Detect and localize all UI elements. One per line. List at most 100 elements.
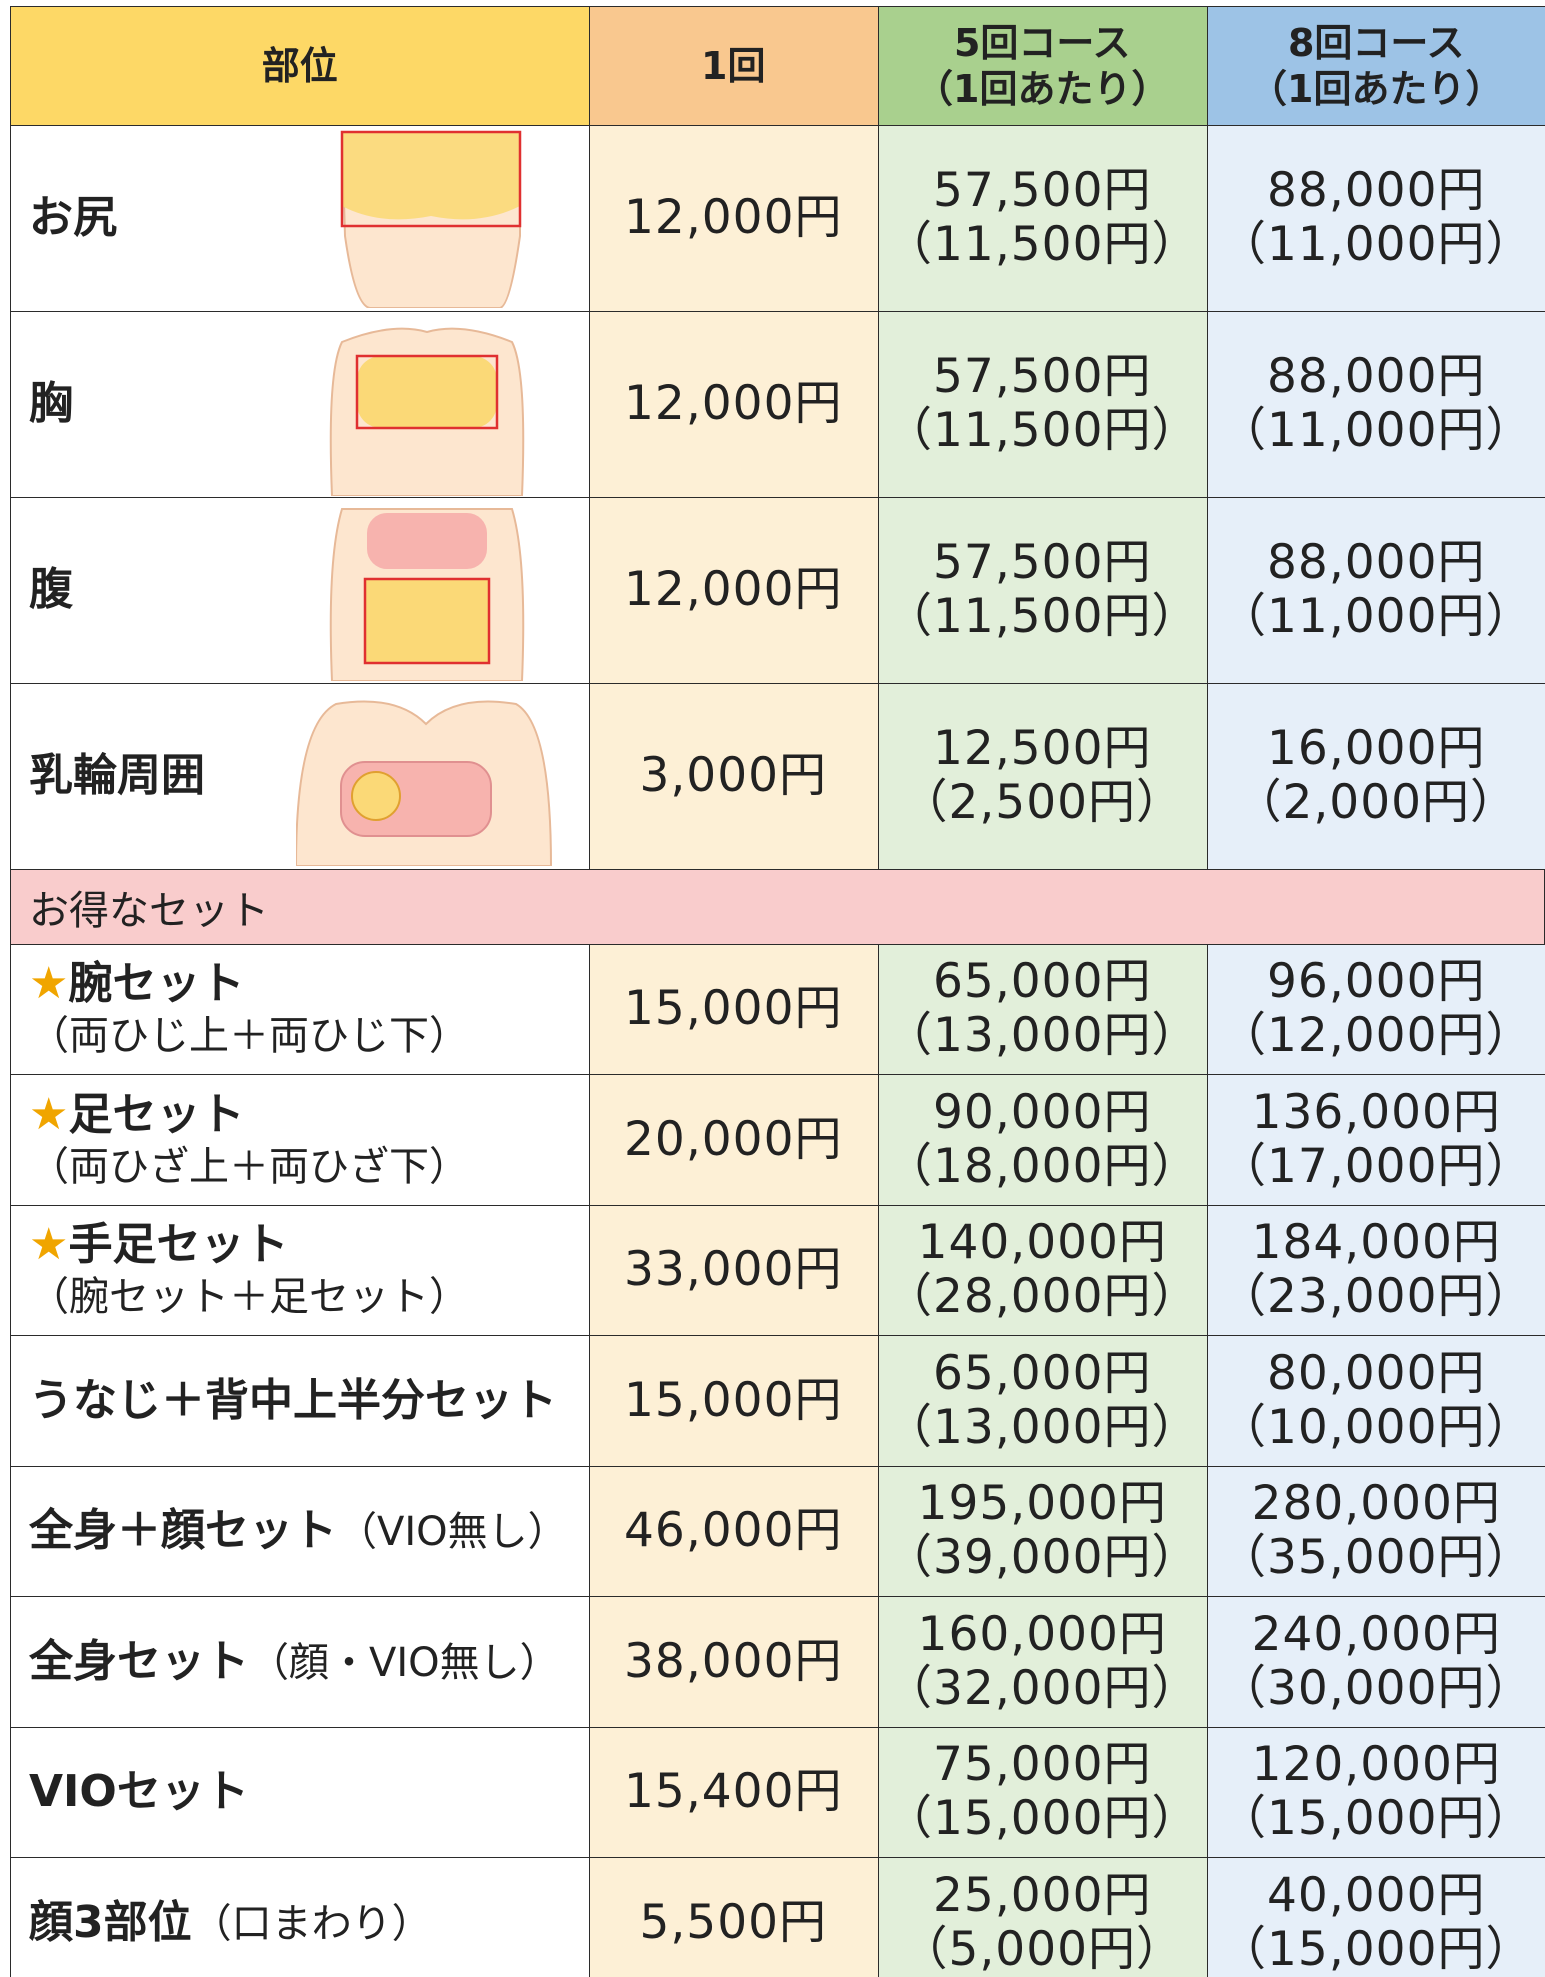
price-single: 12,000円 bbox=[624, 561, 843, 617]
price-course: （2,000円） bbox=[1234, 774, 1519, 830]
illustration-areola bbox=[296, 700, 553, 866]
table-cell: 1回 bbox=[588, 6, 879, 126]
set-sub: （両ひじ上＋両ひじ下） bbox=[29, 1013, 469, 1059]
price-course: （10,000円） bbox=[1219, 1399, 1534, 1455]
illustration-belly bbox=[329, 508, 525, 681]
set-title: 顔3部位 bbox=[29, 1896, 192, 1948]
price-course: 140,000円 bbox=[917, 1215, 1167, 1270]
price-course: （11,500円） bbox=[885, 216, 1200, 272]
set-title: 足セット bbox=[68, 1088, 245, 1140]
table-cell: VIOセット bbox=[10, 1726, 590, 1858]
price-course: （13,000円） bbox=[885, 1008, 1200, 1063]
set-name: VIOセット bbox=[29, 1765, 249, 1819]
table-cell: 88,000円 （11,000円） bbox=[1206, 496, 1545, 684]
star: ★ bbox=[29, 958, 69, 1009]
price-single: 3,000円 bbox=[639, 747, 828, 803]
table-cell: 136,000円 （17,000円） bbox=[1206, 1073, 1545, 1206]
set-sub: （顔・VIO無し） bbox=[249, 1639, 560, 1686]
table-cell: 部位 bbox=[10, 6, 590, 126]
table-cell: 12,000円 bbox=[588, 496, 879, 684]
price-course: （2,500円） bbox=[900, 774, 1185, 830]
table-cell: 280,000円 （35,000円） bbox=[1206, 1465, 1545, 1597]
set-name: ★足セット bbox=[29, 1088, 244, 1142]
price-course: 96,000円 bbox=[1267, 954, 1486, 1009]
set-name: うなじ＋背中上半分セット bbox=[29, 1374, 557, 1428]
price-course: （15,000円） bbox=[1219, 1791, 1534, 1846]
table-cell: ★腕セット （両ひじ上＋両ひじ下） bbox=[10, 943, 590, 1075]
table-cell: 15,000円 bbox=[588, 1334, 879, 1467]
table-cell: 全身＋顔セット（VIO無し） bbox=[10, 1465, 590, 1597]
price-course: 136,000円 bbox=[1251, 1084, 1501, 1140]
table-cell: 240,000円 （30,000円） bbox=[1206, 1595, 1545, 1728]
price-course: （11,500円） bbox=[885, 402, 1200, 458]
price-course: （11,000円） bbox=[1219, 216, 1534, 272]
table-cell: 12,000円 bbox=[588, 310, 879, 498]
set-name: 顔3部位（口まわり） bbox=[29, 1896, 432, 1950]
price-course: 80,000円 bbox=[1267, 1345, 1486, 1401]
table-cell: 88,000円 （11,000円） bbox=[1206, 310, 1545, 498]
table-cell: 15,400円 bbox=[588, 1726, 879, 1858]
price-course: 240,000円 bbox=[1251, 1606, 1501, 1662]
price-course: （5,000円） bbox=[900, 1921, 1185, 1977]
set-sub: （VIO無し） bbox=[337, 1509, 568, 1555]
price-course: 57,500円 bbox=[933, 534, 1152, 590]
table-cell: 20,000円 bbox=[588, 1073, 879, 1206]
table-cell: 90,000円 （18,000円） bbox=[877, 1073, 1208, 1206]
price-course: （32,000円） bbox=[885, 1660, 1200, 1716]
price-course: （28,000円） bbox=[885, 1269, 1200, 1324]
price-course: （12,000円） bbox=[1219, 1008, 1534, 1063]
set-name: ★手足セット bbox=[29, 1218, 288, 1272]
price-single: 5,500円 bbox=[639, 1894, 828, 1950]
set-title: 全身＋顔セット bbox=[29, 1505, 337, 1556]
price-course: （11,000円） bbox=[1219, 402, 1534, 458]
price-course: 40,000円 bbox=[1267, 1867, 1486, 1923]
set-sub: （腕セット＋足セット） bbox=[29, 1274, 469, 1320]
set-title: 手足セット bbox=[68, 1219, 289, 1270]
table-cell: 75,000円 （15,000円） bbox=[877, 1726, 1208, 1858]
price-course: （11,500円） bbox=[885, 588, 1200, 644]
price-course: 57,500円 bbox=[933, 162, 1152, 218]
header-text: （1回あたり） bbox=[1249, 66, 1504, 111]
part-name: 乳輪周囲 bbox=[29, 749, 205, 801]
price-course: 65,000円 bbox=[933, 1345, 1152, 1401]
table-cell: 3,000円 bbox=[588, 682, 879, 870]
price-course: 88,000円 bbox=[1267, 348, 1486, 404]
set-sub: （両ひざ上＋両ひざ下） bbox=[29, 1143, 469, 1190]
section-row: お得なセット bbox=[10, 868, 1545, 945]
table-cell: 38,000円 bbox=[588, 1595, 879, 1728]
price-course: （13,000円） bbox=[885, 1399, 1200, 1455]
price-course: （35,000円） bbox=[1219, 1530, 1534, 1585]
price-course: （23,000円） bbox=[1219, 1269, 1534, 1324]
price-single: 46,000円 bbox=[624, 1503, 843, 1558]
table-cell: 12,500円 （2,500円） bbox=[877, 682, 1208, 870]
price-course: 16,000円 bbox=[1267, 720, 1486, 776]
price-course: （39,000円） bbox=[885, 1530, 1200, 1585]
price-course: （17,000円） bbox=[1219, 1138, 1534, 1194]
header-text: 5回コース bbox=[953, 20, 1131, 65]
table-cell: 顔3部位（口まわり） bbox=[10, 1856, 590, 1977]
set-title: 全身セット bbox=[29, 1635, 249, 1687]
price-course: 195,000円 bbox=[917, 1476, 1167, 1531]
set-title: 腕セット bbox=[68, 958, 245, 1009]
price-course: 65,000円 bbox=[933, 954, 1152, 1009]
price-course: 160,000円 bbox=[917, 1606, 1167, 1662]
table-cell: 184,000円 （23,000円） bbox=[1206, 1204, 1545, 1336]
price-course: 25,000円 bbox=[933, 1867, 1152, 1923]
illustration-chest bbox=[329, 327, 525, 496]
illustration-hip bbox=[340, 130, 522, 308]
set-sub: （口まわり） bbox=[191, 1900, 432, 1947]
star: ★ bbox=[29, 1088, 69, 1140]
table-cell: 65,000円 （13,000円） bbox=[877, 943, 1208, 1075]
price-course: 90,000円 bbox=[933, 1084, 1152, 1140]
header-text: 8回コース bbox=[1287, 20, 1465, 65]
price-single: 38,000円 bbox=[624, 1633, 843, 1689]
price-course: （15,000円） bbox=[885, 1791, 1200, 1846]
price-single: 33,000円 bbox=[624, 1242, 843, 1297]
table-cell: 65,000円 （13,000円） bbox=[877, 1334, 1208, 1467]
price-single: 12,000円 bbox=[624, 189, 843, 245]
price-course: 184,000円 bbox=[1251, 1215, 1501, 1270]
table-cell: ★手足セット （腕セット＋足セット） bbox=[10, 1204, 590, 1336]
price-single: 15,000円 bbox=[624, 981, 843, 1036]
table-cell: 全身セット（顔・VIO無し） bbox=[10, 1595, 590, 1728]
